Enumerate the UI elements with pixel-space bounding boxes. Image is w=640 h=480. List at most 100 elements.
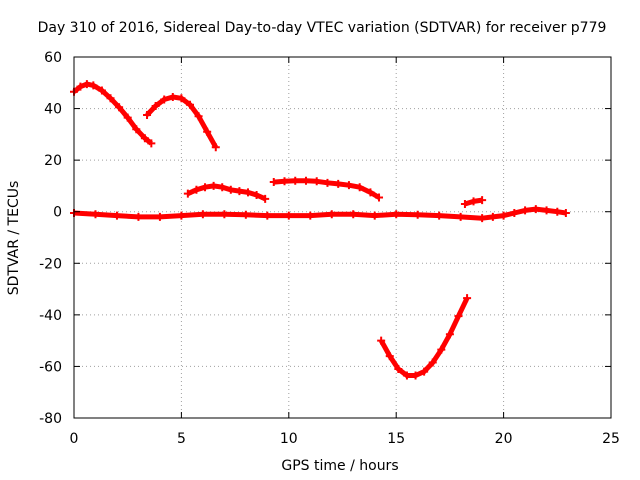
series-line bbox=[73, 206, 567, 221]
data-point bbox=[203, 127, 212, 136]
data-point bbox=[263, 211, 272, 220]
data-point bbox=[82, 80, 91, 89]
data-point bbox=[91, 210, 100, 219]
data-point bbox=[366, 188, 375, 197]
data-point bbox=[123, 113, 132, 122]
data-point bbox=[488, 212, 497, 221]
series-arc-4 bbox=[269, 176, 384, 202]
data-point bbox=[177, 211, 186, 220]
x-tick-label: 10 bbox=[280, 431, 298, 447]
y-tick-label: -80 bbox=[39, 411, 62, 427]
series-baseline bbox=[70, 205, 570, 223]
data-point bbox=[454, 312, 463, 321]
data-point bbox=[411, 371, 420, 380]
data-point bbox=[252, 190, 261, 199]
data-point bbox=[355, 183, 364, 192]
data-point bbox=[531, 205, 540, 214]
data-point bbox=[76, 82, 85, 91]
label-layer: 0 5 10 15 20 25 -80 -60 -40 -20 0 20 40 60 bbox=[39, 50, 620, 447]
data-point bbox=[147, 139, 156, 148]
data-point bbox=[469, 197, 478, 206]
data-point bbox=[435, 211, 444, 220]
data-point bbox=[106, 94, 115, 103]
y-tick-label: 20 bbox=[44, 153, 62, 169]
series-line bbox=[145, 94, 218, 149]
x-tick-label: 25 bbox=[602, 431, 620, 447]
data-point bbox=[132, 125, 141, 134]
data-point bbox=[97, 86, 106, 95]
data-point bbox=[155, 212, 164, 221]
data-point bbox=[301, 176, 310, 185]
data-point bbox=[192, 185, 201, 194]
data-point bbox=[112, 211, 121, 220]
data-point bbox=[168, 92, 177, 101]
x-tick-label: 15 bbox=[387, 431, 405, 447]
data-point bbox=[151, 101, 160, 110]
x-tick-label: 5 bbox=[177, 431, 186, 447]
tick-layer bbox=[73, 56, 612, 419]
series-arc-2 bbox=[143, 92, 220, 152]
y-axis-label: SDTVAR / TECUs bbox=[6, 181, 22, 296]
data-point bbox=[89, 81, 98, 90]
data-point bbox=[460, 199, 469, 208]
data-point bbox=[143, 111, 152, 120]
data-point bbox=[140, 134, 149, 143]
data-point bbox=[134, 212, 143, 221]
series-arc-5 bbox=[377, 294, 472, 380]
data-point bbox=[218, 183, 227, 192]
data-point bbox=[261, 194, 270, 203]
data-point bbox=[183, 189, 192, 198]
series-arc-1 bbox=[70, 80, 156, 148]
data-point bbox=[375, 193, 384, 202]
grid-layer bbox=[74, 57, 611, 418]
data-point bbox=[478, 196, 487, 205]
data-point bbox=[478, 214, 487, 223]
data-point bbox=[334, 179, 343, 188]
data-point bbox=[160, 95, 169, 104]
series-arc-3 bbox=[183, 181, 270, 203]
data-point bbox=[241, 210, 250, 219]
data-point bbox=[344, 181, 353, 190]
data-point bbox=[370, 211, 379, 220]
data-point bbox=[553, 207, 562, 216]
plot-frame bbox=[73, 56, 612, 419]
data-point bbox=[226, 185, 235, 194]
data-point bbox=[428, 358, 437, 367]
y-tick-label: -60 bbox=[39, 359, 62, 375]
data-point bbox=[312, 177, 321, 186]
data-point bbox=[220, 210, 229, 219]
data-point bbox=[194, 112, 203, 121]
data-point bbox=[456, 212, 465, 221]
data-point bbox=[510, 209, 519, 218]
y-tick-label: 60 bbox=[44, 50, 62, 66]
data-point bbox=[413, 210, 422, 219]
data-point bbox=[211, 143, 220, 152]
data-point bbox=[377, 336, 386, 345]
data-point bbox=[327, 210, 336, 219]
series-layer bbox=[70, 80, 570, 380]
data-point bbox=[209, 181, 218, 190]
series-line bbox=[379, 297, 470, 378]
data-point bbox=[420, 367, 429, 376]
data-point bbox=[284, 211, 293, 220]
data-point bbox=[521, 206, 530, 215]
chart-title: Day 310 of 2016, Sidereal Day-to-day VTE… bbox=[38, 20, 607, 36]
data-point bbox=[177, 94, 186, 103]
data-point bbox=[306, 211, 315, 220]
data-point bbox=[280, 177, 289, 186]
data-point bbox=[291, 176, 300, 185]
data-point bbox=[463, 294, 472, 303]
x-tick-label: 20 bbox=[495, 431, 513, 447]
data-point bbox=[235, 187, 244, 196]
series-line bbox=[72, 81, 153, 146]
data-point bbox=[385, 352, 394, 361]
data-point bbox=[499, 211, 508, 220]
data-point bbox=[402, 371, 411, 380]
data-point bbox=[445, 330, 454, 339]
data-point bbox=[392, 210, 401, 219]
y-tick-label: -20 bbox=[39, 256, 62, 272]
x-tick-label: 0 bbox=[70, 431, 79, 447]
y-tick-label: 0 bbox=[53, 205, 62, 221]
data-point bbox=[323, 178, 332, 187]
